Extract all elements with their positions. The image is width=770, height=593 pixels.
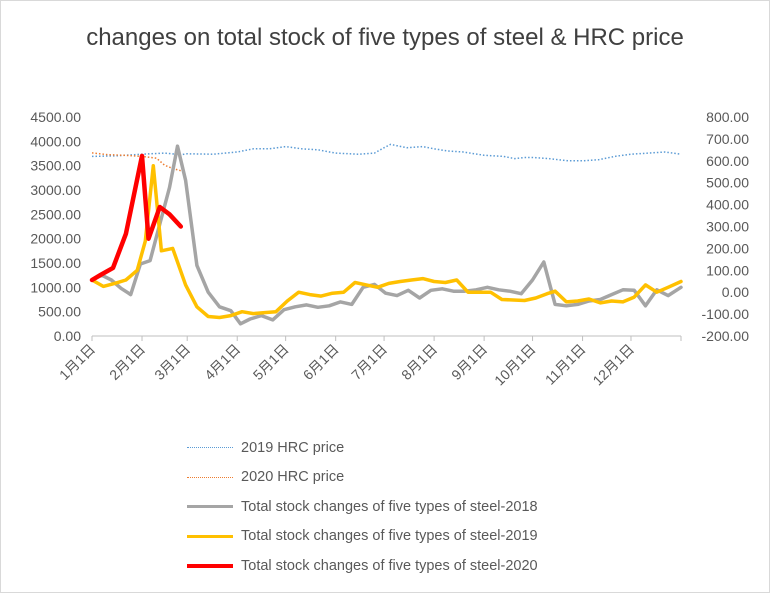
x-tick-label: 12月1日 bbox=[589, 341, 637, 389]
legend-label-0: 2019 HRC price bbox=[241, 439, 345, 456]
legend-swatch-1 bbox=[187, 476, 233, 478]
x-tick-label: 2月1日 bbox=[106, 341, 148, 383]
y-right-tick-label: 200.00 bbox=[706, 240, 749, 256]
y-left-tick-label: 0.00 bbox=[54, 328, 81, 344]
y-left-tick-label: 2000.00 bbox=[30, 231, 81, 247]
y-right-tick-label: 400.00 bbox=[706, 197, 749, 213]
y-right-tick-label: 800.00 bbox=[706, 109, 749, 125]
series-line-3 bbox=[90, 163, 683, 320]
x-tick-label: 10月1日 bbox=[491, 341, 539, 389]
chart-legend: 2019 HRC price 2020 HRC price Total stock … bbox=[187, 433, 538, 581]
y-left-tick-label: 4000.00 bbox=[30, 133, 81, 149]
series-line-1 bbox=[91, 152, 181, 172]
series-line-4 bbox=[89, 153, 184, 283]
chart-title: changes on total stock of five types of … bbox=[86, 24, 684, 51]
x-tick-label: 11月1日 bbox=[542, 341, 589, 388]
x-tick-label: 4月1日 bbox=[201, 341, 243, 383]
legend-item-0: 2019 HRC price bbox=[187, 433, 538, 463]
x-tick-label: 8月1日 bbox=[398, 341, 440, 383]
y-left-tick-label: 2500.00 bbox=[30, 206, 81, 222]
x-tick-label: 9月1日 bbox=[448, 341, 490, 383]
y-left-tick-label: 500.00 bbox=[38, 304, 81, 320]
legend-swatch-3 bbox=[187, 534, 233, 538]
legend-label-3: Total stock changes of five types of ste… bbox=[241, 528, 538, 545]
y-right-tick-label: 300.00 bbox=[706, 219, 749, 235]
y-right-tick-label: 700.00 bbox=[706, 131, 749, 147]
legend-item-3: Total stock changes of five types of ste… bbox=[187, 522, 538, 552]
x-tick-label: 5月1日 bbox=[250, 341, 292, 383]
series-line-0 bbox=[91, 143, 682, 162]
legend-label-2: Total stock changes of five types of ste… bbox=[241, 498, 538, 515]
y-right-tick-label: 100.00 bbox=[706, 262, 749, 278]
legend-label-4: Total stock changes of five types of ste… bbox=[241, 557, 538, 574]
y-right-tick-label: 500.00 bbox=[706, 175, 749, 191]
x-tick-label: 7月1日 bbox=[348, 341, 390, 383]
legend-label-1: 2020 HRC price bbox=[241, 469, 345, 486]
y-left-tick-label: 3500.00 bbox=[30, 158, 81, 174]
legend-swatch-4 bbox=[187, 563, 233, 568]
x-tick-label: 1月1日 bbox=[56, 341, 98, 383]
y-right-tick-label: 600.00 bbox=[706, 153, 749, 169]
y-right-tick-label: -100.00 bbox=[702, 306, 750, 322]
y-left-tick-label: 4500.00 bbox=[30, 109, 81, 125]
y-right-tick-label: -200.00 bbox=[702, 328, 750, 344]
y-left-tick-label: 1500.00 bbox=[30, 255, 81, 271]
y-left-tick-label: 3000.00 bbox=[30, 182, 81, 198]
x-tick-label: 6月1日 bbox=[300, 341, 342, 383]
x-tick-label: 3月1日 bbox=[151, 341, 193, 383]
legend-swatch-2 bbox=[187, 505, 233, 509]
legend-item-1: 2020 HRC price bbox=[187, 463, 538, 493]
y-right-tick-label: 0.00 bbox=[722, 284, 749, 300]
legend-item-2: Total stock changes of five types of ste… bbox=[187, 492, 538, 522]
series-line-2 bbox=[90, 144, 683, 326]
legend-item-4: Total stock changes of five types of ste… bbox=[187, 551, 538, 581]
legend-swatch-0 bbox=[187, 447, 233, 449]
y-left-tick-label: 1000.00 bbox=[30, 279, 81, 295]
